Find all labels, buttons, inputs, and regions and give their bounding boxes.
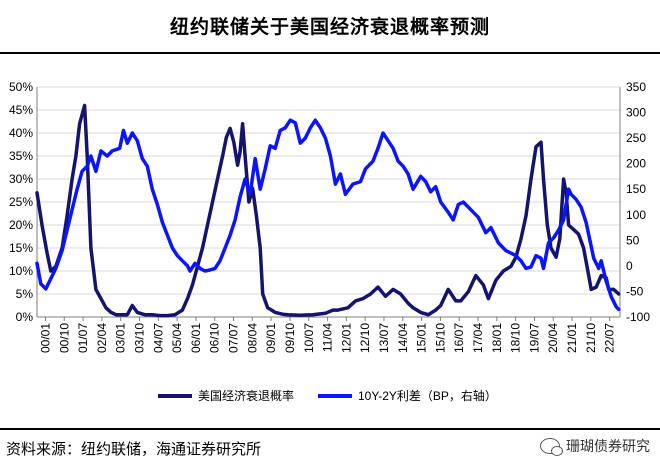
legend-label-recession: 美国经济衰退概率	[198, 388, 294, 403]
x-tick-label: 05/04	[170, 323, 184, 353]
source-note: 资料来源：纽约联储，海通证券研究所	[6, 440, 262, 458]
right-tick-label: 350	[626, 80, 646, 94]
left-tick-label: 0%	[16, 310, 34, 324]
x-tick-label: 19/07	[527, 323, 541, 353]
right-tick-label: 200	[626, 157, 646, 171]
left-tick-label: 50%	[9, 80, 33, 94]
right-tick-label: 250	[626, 131, 646, 145]
left-tick-label: 30%	[9, 172, 33, 186]
watermark-text: 珊瑚债券研究	[566, 439, 650, 455]
chart-legend: 美国经济衰退概率 10Y-2Y利差（BP，右轴）	[158, 388, 497, 403]
x-tick-label: 16/07	[452, 323, 466, 353]
right-tick-label: 50	[626, 233, 640, 247]
x-tick-label: 15/01	[415, 323, 429, 353]
series-group	[35, 103, 621, 318]
footer-divider	[0, 428, 660, 430]
recession-probability-line	[35, 103, 621, 318]
x-tick-label: 06/01	[189, 323, 203, 353]
right-tick-label: -50	[626, 284, 644, 298]
x-tick-label: 12/10	[358, 323, 372, 353]
title-divider	[0, 52, 660, 54]
left-tick-label: 45%	[9, 103, 33, 117]
x-tick-label: 15/10	[433, 323, 447, 353]
x-tick-label: 08/04	[245, 323, 259, 353]
x-tick-label: 22/07	[603, 323, 617, 353]
x-tick-label: 04/07	[151, 323, 165, 353]
left-tick-label: 5%	[16, 287, 34, 301]
x-tick-label: 07/07	[227, 323, 241, 353]
x-tick-label: 06/10	[208, 323, 222, 353]
x-tick-label: 00/10	[57, 323, 71, 353]
x-tick-label: 09/01	[264, 323, 278, 353]
wechat-icon	[540, 438, 563, 456]
x-tick-label: 02/04	[95, 323, 109, 353]
x-tick-label: 21/01	[565, 323, 579, 353]
left-axis: 0% 5% 10% 15% 20% 25% 30% 35% 40% 45% 50%	[9, 80, 38, 324]
x-axis: 00/01 00/10 01/07 02/04 03/01 03/10 04/07 05/04…	[37, 316, 620, 353]
x-tick-label: 12/01	[339, 323, 353, 353]
right-tick-label: -100	[626, 310, 650, 324]
x-tick-label: 03/01	[114, 323, 128, 353]
chart-canvas: 0% 5% 10% 15% 20% 25% 30% 35% 40% 45% 50% -100 -50 0…	[9, 80, 650, 403]
left-tick-label: 20%	[9, 218, 33, 232]
x-tick-label: 18/10	[509, 323, 523, 353]
x-tick-label: 11/04	[321, 323, 335, 352]
right-tick-label: 300	[626, 106, 646, 120]
x-tick-label: 13/07	[377, 323, 391, 353]
x-tick-label: 01/07	[76, 323, 90, 353]
x-tick-label: 14/04	[396, 323, 410, 353]
x-tick-label: 20/04	[546, 323, 560, 353]
right-tick-label: 0	[626, 259, 633, 273]
x-tick-label: 21/10	[584, 323, 598, 353]
left-tick-label: 15%	[9, 241, 33, 255]
x-tick-label: 17/04	[471, 323, 485, 353]
right-tick-label: 100	[626, 208, 646, 222]
x-tick-label: 00/01	[38, 323, 52, 353]
x-tick-label: 18/01	[490, 323, 504, 353]
right-tick-label: 150	[626, 182, 646, 196]
left-tick-label: 10%	[9, 264, 33, 278]
chart-grid	[37, 86, 620, 318]
legend-label-spread: 10Y-2Y利差（BP，右轴）	[358, 388, 497, 403]
x-tick-label: 09/10	[283, 323, 297, 353]
right-axis: -100 -50 0 50 100 150 200 250 300 350	[619, 80, 650, 324]
watermark: 珊瑚债券研究	[540, 436, 650, 456]
x-tick-label: 03/10	[132, 323, 146, 353]
yield-spread-line	[35, 118, 621, 312]
chart-title: 纽约联储关于美国经济衰退概率预测	[169, 16, 490, 38]
x-tick-label: 10/07	[302, 323, 316, 353]
left-tick-label: 35%	[9, 149, 33, 163]
left-tick-label: 40%	[9, 126, 33, 140]
left-tick-label: 25%	[9, 195, 33, 209]
